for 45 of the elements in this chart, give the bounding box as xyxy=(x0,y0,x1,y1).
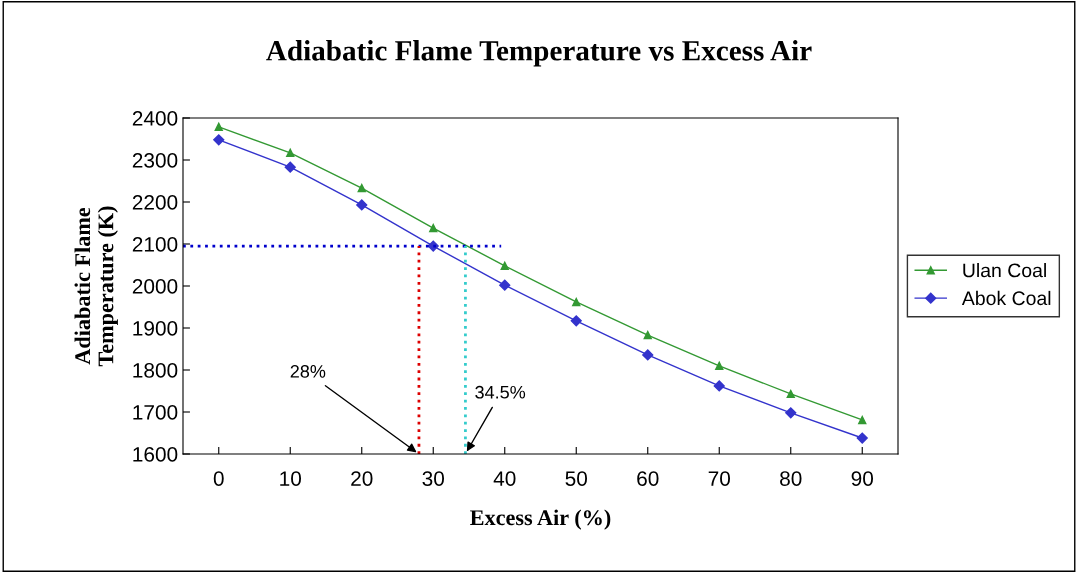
x-tick-label: 0 xyxy=(213,471,224,486)
x-tick-label: 10 xyxy=(280,471,302,486)
x-tick-label: 90 xyxy=(851,471,874,486)
point xyxy=(856,432,868,444)
point xyxy=(713,380,725,392)
point xyxy=(642,349,654,361)
legend-label: Ulan Coal xyxy=(963,263,1046,278)
point xyxy=(500,261,509,271)
point xyxy=(499,279,511,291)
y-tick-label: 1700 xyxy=(133,405,178,420)
x-tick-label: 60 xyxy=(637,471,659,486)
point xyxy=(286,148,295,158)
point xyxy=(858,415,867,425)
point xyxy=(715,361,724,370)
chart-title: Adiabatic Flame Temperature vs Excess Air xyxy=(266,40,812,67)
x-tick-label: 30 xyxy=(422,471,445,486)
point xyxy=(429,223,438,233)
x-tick-label: 40 xyxy=(493,471,516,486)
point xyxy=(284,161,296,173)
point xyxy=(357,183,366,193)
x-axis-title: Excess Air (%) xyxy=(470,509,611,530)
y-tick-label: 1800 xyxy=(133,363,178,378)
point xyxy=(570,315,582,327)
legend-label: Abok Coal xyxy=(961,290,1051,306)
y-tick-label: 2000 xyxy=(132,279,178,294)
y-tick-label: 2400 xyxy=(132,111,178,126)
point xyxy=(356,199,368,211)
point xyxy=(785,407,797,419)
x-tick-label: 20 xyxy=(351,471,373,486)
annotation: 34.5% xyxy=(475,385,526,399)
y-tick-label: 2100 xyxy=(132,237,178,252)
x-tick-label: 70 xyxy=(708,471,731,486)
x-tick-label: 50 xyxy=(565,471,588,486)
point xyxy=(214,122,223,131)
y-tick-label: 1600 xyxy=(133,447,178,462)
y-tick-label: 2300 xyxy=(132,153,178,168)
point xyxy=(643,330,652,340)
point xyxy=(786,389,795,399)
point xyxy=(572,297,581,307)
y-tick-label: 1900 xyxy=(133,321,178,336)
annotation: 28% xyxy=(290,365,326,378)
y-tick-label: 2200 xyxy=(132,195,178,210)
point xyxy=(213,134,225,146)
y-axis-title: Adiabatic Flame Temperature (K) xyxy=(74,206,118,367)
x-tick-label: 80 xyxy=(780,471,802,486)
